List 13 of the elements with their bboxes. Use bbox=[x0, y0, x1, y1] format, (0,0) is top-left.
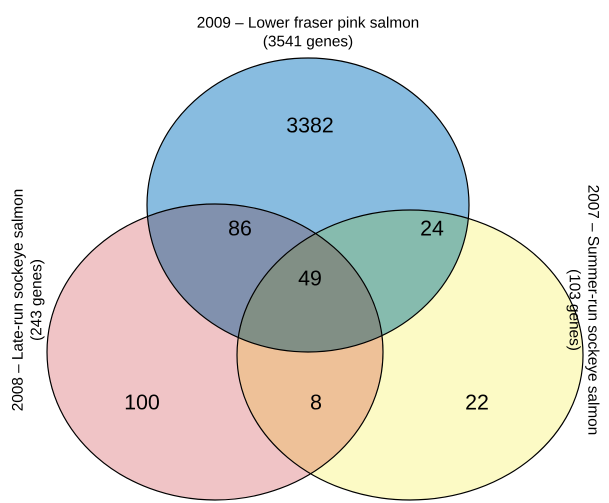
text: (3541 genes) bbox=[264, 35, 352, 50]
data-label: 24 bbox=[421, 220, 444, 236]
text: 2007 – Summer-run sockeye salmon bbox=[585, 185, 600, 434]
text: 2009 – Lower fraser pink salmon bbox=[198, 16, 418, 31]
data-label: 8 bbox=[310, 394, 322, 410]
text: 2008 – Late-run sockeye salmon bbox=[12, 190, 26, 410]
data-label: 86 bbox=[229, 220, 251, 236]
data-label: 100 bbox=[126, 394, 159, 410]
data-label: 3382 bbox=[287, 117, 333, 133]
text: (103 genes) bbox=[566, 270, 581, 350]
text: (243 genes) bbox=[30, 260, 44, 340]
data-label: 22 bbox=[466, 394, 488, 410]
data-label: 49 bbox=[298, 270, 321, 286]
